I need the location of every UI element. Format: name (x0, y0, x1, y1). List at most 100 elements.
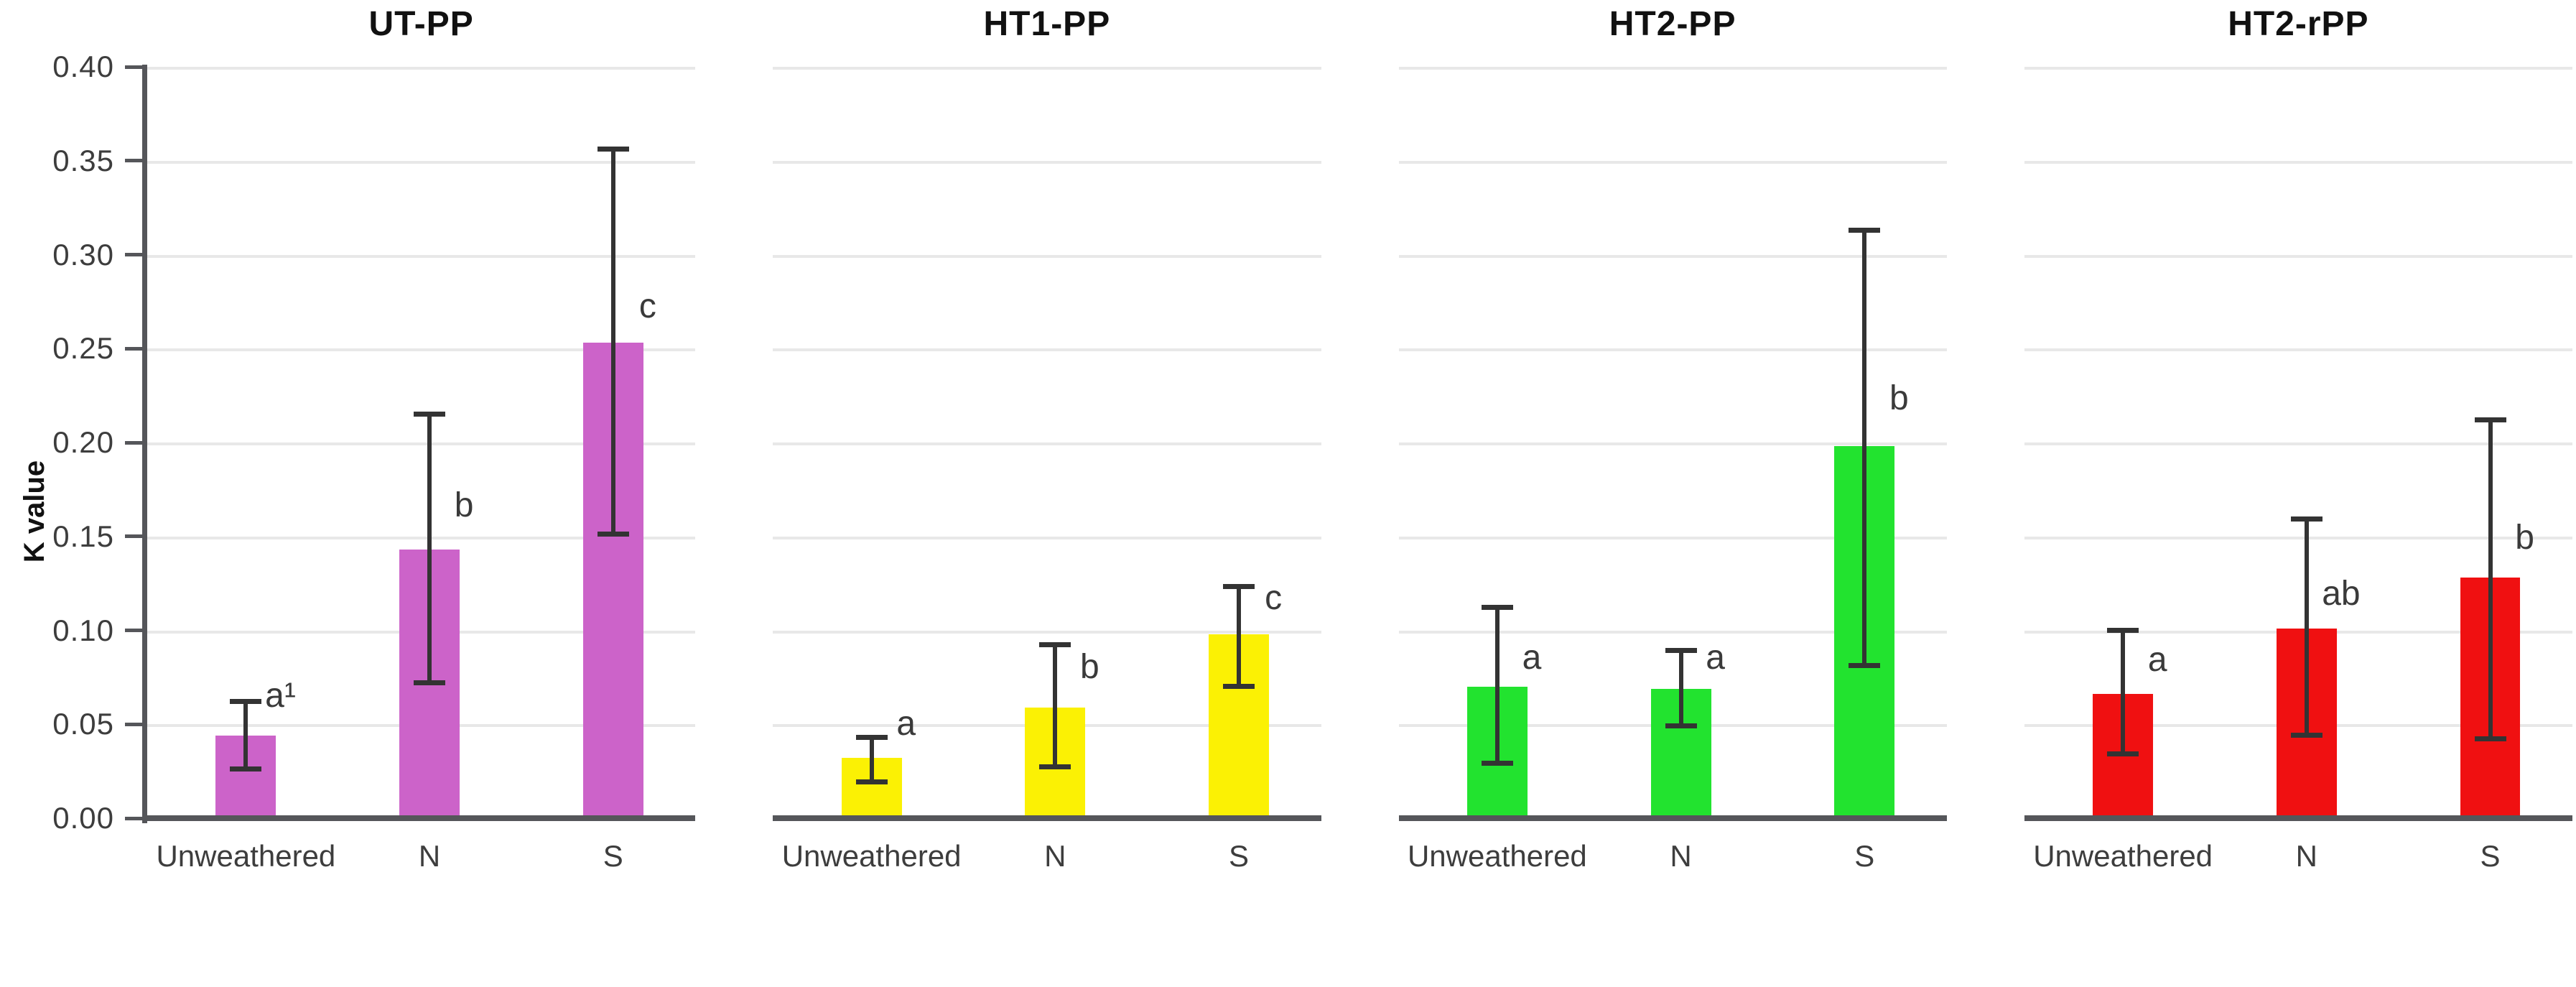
x-axis-line (1398, 815, 1947, 821)
y-tick-label: 0.10 (52, 613, 114, 647)
y-tick-mark (125, 440, 144, 445)
gridline (773, 254, 1321, 258)
gridline (1398, 630, 1947, 634)
y-tick-label: 0.30 (52, 237, 114, 272)
error-cap-bottom (1039, 764, 1071, 770)
x-tick-label: Unweathered (156, 839, 336, 873)
error-cap-bottom (230, 766, 262, 772)
plot-area: a a b (1398, 67, 1947, 821)
plot-area: a¹ b c (147, 67, 696, 821)
gridline (2024, 67, 2572, 70)
x-tick-label: N (418, 839, 441, 873)
significance-letter: b (1889, 379, 1909, 418)
gridline (2024, 254, 2572, 258)
gridline (1398, 160, 1947, 164)
error-cap-bottom (414, 680, 446, 685)
error-cap-bottom (1665, 723, 1697, 728)
error-cap-top (1849, 227, 1881, 233)
gridline (773, 348, 1321, 352)
x-tick-label: N (1044, 839, 1066, 873)
gridline (773, 442, 1321, 445)
x-axis-line (2024, 815, 2572, 821)
panel-title: HT1-PP (983, 5, 1111, 43)
gridline (1398, 348, 1947, 352)
panel-title: HT2-PP (1609, 5, 1736, 43)
y-tick-mark (125, 722, 144, 726)
x-tick-label: S (1228, 839, 1250, 873)
panel-title: HT2-rPP (2228, 5, 2369, 43)
y-tick-label: 0.05 (52, 707, 114, 741)
error-cap-bottom (1481, 761, 1513, 766)
error-cap-top (2474, 417, 2506, 422)
error-cap-top (414, 411, 446, 417)
significance-letter: b (1080, 648, 1099, 687)
y-axis-title: K value (19, 460, 50, 563)
error-bar (1237, 587, 1241, 687)
panel-title: UT-PP (368, 5, 474, 43)
x-axis-line (147, 815, 696, 821)
panel-HT1-PP: HT1-PP a b c Unweathered N S (773, 0, 1321, 987)
significance-letter: a (896, 704, 916, 743)
significance-letter: b (454, 486, 474, 525)
y-tick-mark (125, 159, 144, 163)
significance-letter: a (1706, 639, 1726, 677)
error-cap-top (1481, 605, 1513, 611)
y-axis-column: K value 0.00 0.05 0.10 0.15 0.20 0.25 0.30 0.35… (0, 0, 147, 987)
error-cap-top (230, 698, 262, 704)
error-bar (1053, 645, 1058, 768)
error-cap-top (1665, 648, 1697, 654)
y-tick-label: 0.25 (52, 331, 114, 366)
error-cap-top (597, 147, 629, 152)
chart-panels: UT-PP a¹ b c Unweathered N S HT1-PP a b c Unweather… (147, 0, 2572, 987)
y-tick-label: 0.15 (52, 519, 114, 553)
x-tick-label: N (2295, 839, 2317, 873)
gridline (1398, 442, 1947, 445)
error-cap-bottom (1223, 683, 1255, 689)
gridline (2024, 160, 2572, 164)
y-tick-mark (125, 65, 144, 69)
error-bar (1494, 608, 1499, 764)
error-cap-top (2290, 516, 2322, 522)
x-tick-label: N (1670, 839, 1692, 873)
error-cap-top (2107, 627, 2139, 633)
x-tick-label: Unweathered (781, 839, 962, 873)
y-tick-mark (125, 346, 144, 351)
x-tick-label: Unweathered (1407, 839, 1587, 873)
error-bar (427, 414, 432, 683)
gridline (1398, 67, 1947, 70)
error-cap-bottom (597, 532, 629, 537)
y-tick-mark (125, 629, 144, 632)
gridline (147, 442, 696, 445)
significance-letter: a¹ (265, 676, 296, 715)
significance-letter: c (1265, 578, 1283, 617)
gridline (773, 536, 1321, 539)
gridline (1398, 536, 1947, 539)
significance-letter: b (2515, 518, 2534, 557)
error-cap-bottom (855, 779, 888, 785)
error-cap-top (855, 734, 888, 740)
gridline (147, 160, 696, 164)
gridline (147, 536, 696, 539)
gridline (147, 348, 696, 352)
x-tick-label: S (1854, 839, 1875, 873)
error-bar (2304, 519, 2309, 736)
x-tick-label: Unweathered (2033, 839, 2213, 873)
gridline (773, 160, 1321, 164)
error-bar (2121, 630, 2126, 755)
gridline (2024, 348, 2572, 352)
significance-letter: a (1522, 639, 1542, 677)
significance-letter: ab (2322, 575, 2361, 613)
plot-area: a ab b (2024, 67, 2572, 821)
y-tick-label: 0.00 (52, 801, 114, 835)
gridline (1398, 254, 1947, 258)
gridline (2024, 442, 2572, 445)
y-tick-mark (125, 253, 144, 256)
x-tick-label: S (603, 839, 623, 873)
y-tick-mark (125, 816, 144, 820)
significance-letter: c (638, 287, 656, 326)
y-tick-label: 0.35 (52, 143, 114, 177)
error-cap-bottom (2107, 751, 2139, 757)
panel-HT2-rPP: HT2-rPP a ab b Unweathered N S (2024, 0, 2572, 987)
error-cap-bottom (2474, 736, 2506, 742)
panel-UT-PP: UT-PP a¹ b c Unweathered N S (147, 0, 696, 987)
